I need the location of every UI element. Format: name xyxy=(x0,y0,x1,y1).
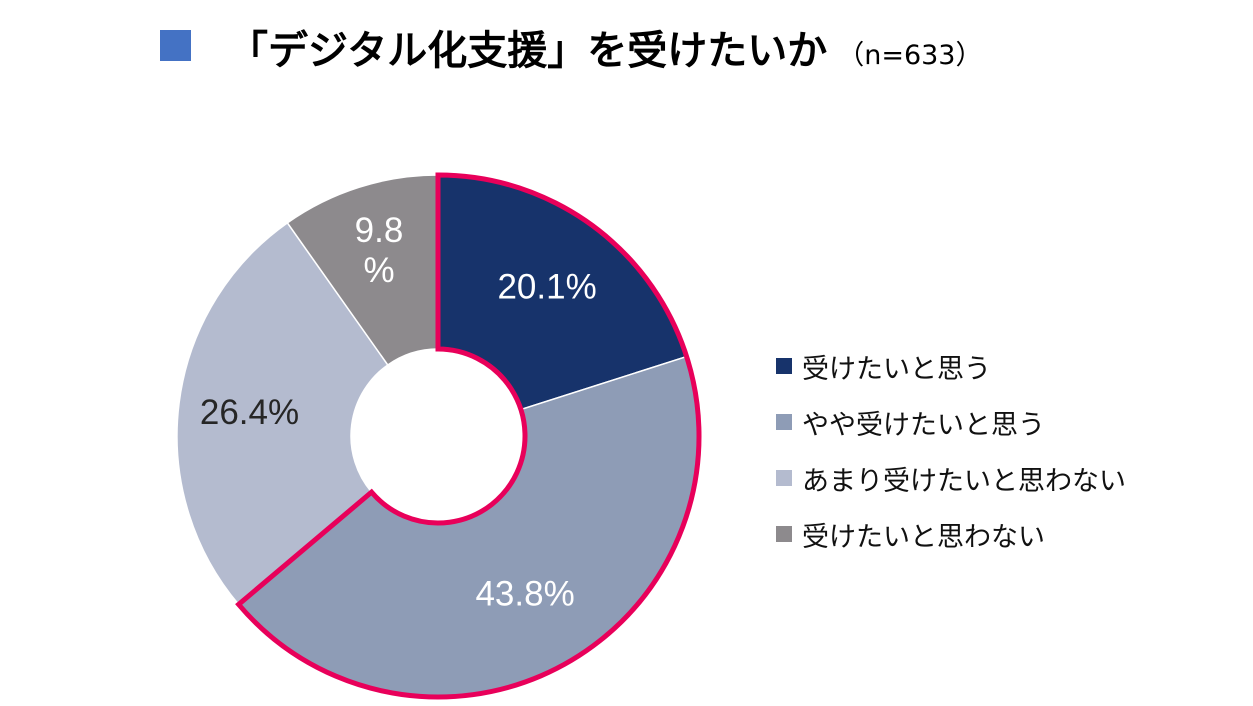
legend-item: あまり受けたいと思わない xyxy=(776,450,1126,506)
data-label-2: 43.8% xyxy=(475,575,574,614)
legend-swatch xyxy=(776,414,792,430)
legend-label: 受けたいと思う xyxy=(802,353,991,385)
legend-label: あまり受けたいと思わない xyxy=(802,465,1126,497)
chart-title-main: 「デジタル化支援」を受けたいか xyxy=(228,28,828,74)
chart-title: 「デジタル化支援」を受けたいか （n=633） xyxy=(228,18,982,78)
legend-item: 受けたいと思わない xyxy=(776,506,1126,562)
slice-3 xyxy=(176,221,389,606)
legend-swatch xyxy=(776,526,792,542)
legend-swatch xyxy=(776,358,792,374)
legend-label: 受けたいと思わない xyxy=(802,521,1045,553)
legend-item: やや受けたいと思う xyxy=(776,394,1126,450)
data-label-1: 20.1% xyxy=(497,268,596,307)
legend-label: やや受けたいと思う xyxy=(802,409,1045,441)
data-label-3: 26.4% xyxy=(200,393,299,432)
slice-4 xyxy=(286,174,439,366)
data-label-4: 9.8% xyxy=(355,211,404,290)
legend: 受けたいと思うやや受けたいと思うあまり受けたいと思わない 受けたいと思わない xyxy=(776,338,1126,562)
highlight-outline xyxy=(235,172,702,700)
legend-swatch xyxy=(776,470,792,486)
title-marker xyxy=(160,30,191,61)
legend-item: 受けたいと思う xyxy=(776,338,1126,394)
chart-sample-size: （n=633） xyxy=(837,40,983,71)
